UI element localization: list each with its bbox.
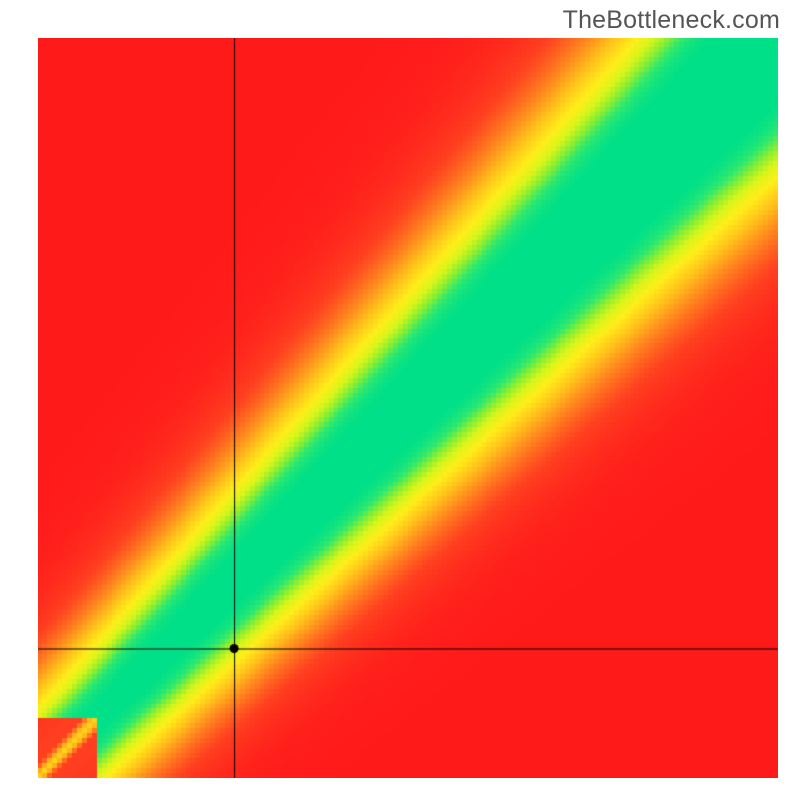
watermark-text: TheBottleneck.com xyxy=(563,6,780,35)
heatmap-canvas xyxy=(38,38,778,778)
chart-container: TheBottleneck.com xyxy=(0,0,800,800)
